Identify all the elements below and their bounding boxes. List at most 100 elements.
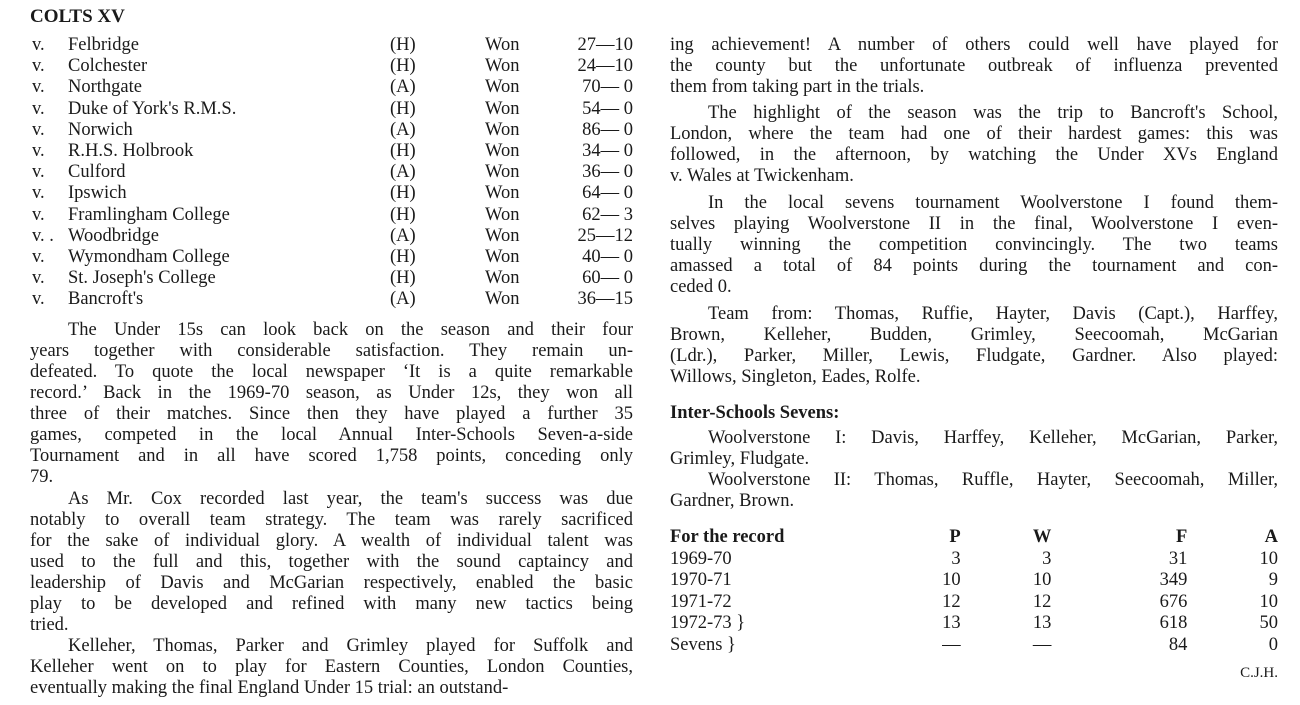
text-line: Kelleher, Thomas, Parker and Grimley pla… — [68, 636, 633, 656]
text-line: Grimley, Fludgate. — [670, 449, 810, 469]
opponent: Norwich — [68, 119, 133, 140]
venue: (H) — [390, 98, 416, 119]
text-line: The highlight of the season was the trip… — [708, 103, 1278, 123]
record-cell: 676 — [1159, 591, 1188, 612]
opponent: Bancroft's — [68, 289, 144, 310]
fixture-row: v. . Woodbridge (A) Won 25—12 — [30, 226, 633, 247]
opponent: Duke of York's R.M.S. — [68, 98, 237, 119]
versus-label: v. — [32, 35, 45, 55]
result: Won — [485, 77, 520, 98]
paragraph: Kelleher, Thomas, Parker and Grimley pla… — [30, 636, 633, 699]
text-line: ing achievement! A number of others coul… — [670, 35, 1278, 55]
paragraph: The Under 15s can look back on the seaso… — [30, 320, 633, 488]
record-header: P — [949, 527, 961, 547]
versus-label: v. . — [32, 225, 54, 246]
record-cell: 9 — [1268, 570, 1278, 590]
record-header: For the record — [670, 527, 785, 547]
text-line: play to be developed and refined with ma… — [30, 594, 633, 614]
opponent: St. Joseph's College — [68, 268, 216, 289]
text-line: three of their matches. Since then they … — [30, 404, 633, 424]
score: 40— 0 — [582, 246, 633, 267]
result: Won — [485, 289, 520, 310]
record-row: 1969-70 3 3 31 10 — [670, 549, 1278, 571]
venue: (A) — [390, 119, 416, 140]
text-line: for the sake of individual glory. A weal… — [30, 531, 633, 551]
text-line: As Mr. Cox recorded last year, the team'… — [68, 489, 633, 509]
result: Won — [485, 119, 520, 140]
venue: (H) — [390, 56, 416, 77]
text-line: ceded 0. — [670, 277, 732, 297]
record-cell: 3 — [951, 548, 961, 569]
text-line: defeated. To quote the local newspaper ‘… — [30, 362, 633, 382]
paragraph: ing achievement! A number of others coul… — [670, 35, 1278, 98]
record-row: 1970-71 10 10 349 9 — [670, 570, 1278, 592]
opponent: Wymondham College — [68, 246, 230, 267]
record-cell: — — [1032, 634, 1052, 655]
fixture-row: v. Northgate (A) Won 70— 0 — [30, 77, 633, 98]
text-line: games, competed in the local Annual Inte… — [30, 425, 633, 445]
record-cell: — — [942, 634, 961, 655]
text-line: Woolverstone II: Thomas, Ruffle, Hayter,… — [708, 470, 1278, 490]
record-cell: 1970-71 — [670, 570, 732, 590]
versus-label: v. — [32, 183, 45, 204]
fixture-row: v. R.H.S. Holbrook (H) Won 34— 0 — [30, 141, 633, 162]
text-line: leadership of Davis and McGarian respect… — [30, 573, 633, 593]
record-cell: 12 — [942, 591, 961, 612]
text-line: Tournament and in all have scored 1,758 … — [30, 446, 633, 466]
venue: (H) — [390, 268, 416, 289]
fixture-row: v. Framlingham College (H) Won 62— 3 — [30, 205, 633, 226]
record-row: 1971-72 12 12 676 10 — [670, 592, 1278, 614]
record-header: F — [1176, 527, 1188, 547]
fixture-row: v. St. Joseph's College (H) Won 60— 0 — [30, 268, 633, 289]
venue: (H) — [390, 140, 416, 161]
venue: (H) — [390, 246, 416, 267]
score: 86— 0 — [582, 119, 633, 140]
fixture-row: v. Norwich (A) Won 86— 0 — [30, 120, 633, 141]
record-cell: 10 — [1259, 591, 1279, 612]
paragraph: As Mr. Cox recorded last year, the team'… — [30, 489, 633, 636]
text-line: Gardner, Brown. — [670, 491, 795, 511]
text-line: London, where the team had one of their … — [670, 124, 1278, 144]
signature: C.J.H. — [1240, 665, 1278, 681]
fixture-row: v. Felbridge (H) Won 27—10 — [30, 35, 633, 56]
record-cell: 618 — [1159, 613, 1188, 633]
record-cell: 3 — [1042, 548, 1052, 569]
text-line: record.’ Back in the 1969-70 season, as … — [30, 383, 633, 403]
score: 25—12 — [577, 225, 634, 246]
versus-label: v. — [32, 56, 45, 77]
record-cell: 31 — [1168, 548, 1188, 569]
venue: (A) — [390, 225, 416, 246]
score: 54— 0 — [582, 98, 633, 119]
fixtures-list: v. Felbridge (H) Won 27—10 v. Colchester (H) Won… — [30, 35, 633, 310]
opponent: Felbridge — [68, 35, 139, 55]
text-line: v. Wales at Twickenham. — [670, 166, 854, 186]
record-header-row: For the record P W F A — [670, 527, 1278, 549]
result: Won — [485, 268, 520, 289]
opponent: Woodbridge — [68, 225, 159, 246]
text-line: the county but the unfortunate outbreak … — [670, 56, 1278, 76]
record-table: For the record P W F A 1969-70 3 3 31 10 1970-71 1… — [670, 527, 1278, 656]
sevens-heading: Inter-Schools Sevens: — [670, 403, 840, 423]
record-cell: 1969-70 — [670, 548, 732, 569]
text-line: (Ldr.), Parker, Miller, Lewis, Fludgate,… — [670, 346, 1278, 366]
text-line: Woolverstone I: Davis, Harffey, Kelleher… — [708, 428, 1278, 448]
result: Won — [485, 35, 520, 55]
versus-label: v. — [32, 98, 45, 119]
paragraph: The highlight of the season was the trip… — [670, 103, 1278, 187]
record-cell: 10 — [1259, 548, 1279, 569]
paragraph: In the local sevens tournament Woolverst… — [670, 193, 1278, 298]
fixture-row: v. Bancroft's (A) Won 36—15 — [30, 289, 633, 310]
fixture-row: v. Ipswich (H) Won 64— 0 — [30, 183, 633, 204]
opponent: Ipswich — [68, 183, 127, 204]
text-line: them from taking part in the trials. — [670, 77, 925, 97]
venue: (A) — [390, 289, 416, 310]
record-cell: 1972-73 } — [670, 613, 746, 633]
versus-label: v. — [32, 268, 45, 289]
record-cell: 84 — [1168, 634, 1188, 655]
result: Won — [485, 246, 520, 267]
venue: (H) — [390, 35, 416, 55]
opponent: R.H.S. Holbrook — [68, 140, 194, 161]
text-line: tually winning the competition convincin… — [670, 235, 1278, 255]
score: 27—10 — [577, 35, 634, 55]
record-cell: 349 — [1159, 570, 1188, 590]
